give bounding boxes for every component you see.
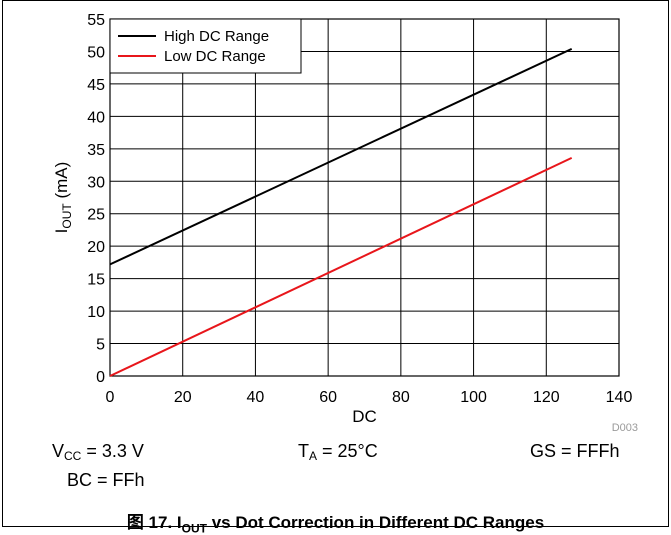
legend-label: Low DC Range (164, 48, 266, 65)
y-axis-label: IOUT (mA) (52, 162, 74, 234)
x-tick-label: 0 (106, 389, 115, 406)
condition-ta: TA = 25°C (298, 441, 378, 463)
x-tick-label: 40 (247, 389, 265, 406)
watermark-code: D003 (612, 422, 638, 434)
ta-symbol: T (298, 441, 309, 461)
caption-subscript: OUT (181, 521, 207, 535)
series-line-1 (109, 47, 573, 266)
y-tick-label: 25 (87, 207, 105, 224)
y-tick-label: 20 (87, 239, 105, 256)
y-axis-label-main: I (52, 229, 71, 234)
series-line-2 (109, 156, 573, 377)
tick-labels: 0 20 40 60 80 100 120 140 0 5 10 15 20 25 30 35 40 45 50 55 (87, 12, 632, 406)
condition-bc: BC = FFh (67, 470, 145, 490)
x-tick-label: 60 (319, 389, 337, 406)
x-tick-label: 80 (392, 389, 410, 406)
ta-value: = 25°C (317, 441, 378, 461)
y-axis-label-unit: (mA) (52, 162, 71, 204)
top-border (2, 0, 669, 1)
y-tick-label: 35 (87, 142, 105, 159)
x-tick-label: 140 (606, 389, 633, 406)
vcc-value: = 3.3 V (81, 441, 144, 461)
y-tick-label: 10 (87, 304, 105, 321)
y-tick-label: 30 (87, 174, 105, 191)
figure-frame (2, 0, 669, 527)
legend-box (109, 18, 302, 74)
y-tick-label: 40 (87, 109, 105, 126)
vcc-subscript: CC (64, 449, 82, 463)
y-tick-label: 5 (96, 337, 105, 354)
y-tick-label: 55 (87, 12, 105, 29)
vcc-symbol: V (52, 441, 65, 461)
legend: High DC Range Low DC Range (109, 18, 302, 74)
x-axis-label: DC (352, 407, 377, 426)
y-axis-label-sub: OUT (60, 203, 74, 229)
y-tick-label: 15 (87, 272, 105, 289)
figure-caption: 图 17. IOUT vs Dot Correction in Differen… (0, 508, 671, 535)
y-tick-label: 45 (87, 77, 105, 94)
ta-subscript: A (309, 449, 318, 463)
plot-area-border (109, 18, 620, 377)
caption-text: vs Dot Correction in Different DC Ranges (206, 513, 545, 532)
x-tick-label: 100 (460, 389, 487, 406)
condition-gs: GS = FFFh (530, 441, 620, 461)
y-tick-label: 0 (96, 369, 105, 386)
legend-label: High DC Range (164, 28, 269, 45)
series-lines (109, 47, 573, 377)
y-tick-label: 50 (87, 44, 105, 61)
caption-prefix: 图 17. I (126, 513, 182, 532)
x-tick-label: 20 (174, 389, 192, 406)
x-tick-label: 120 (533, 389, 560, 406)
condition-vcc: VCC = 3.3 V (52, 441, 144, 463)
